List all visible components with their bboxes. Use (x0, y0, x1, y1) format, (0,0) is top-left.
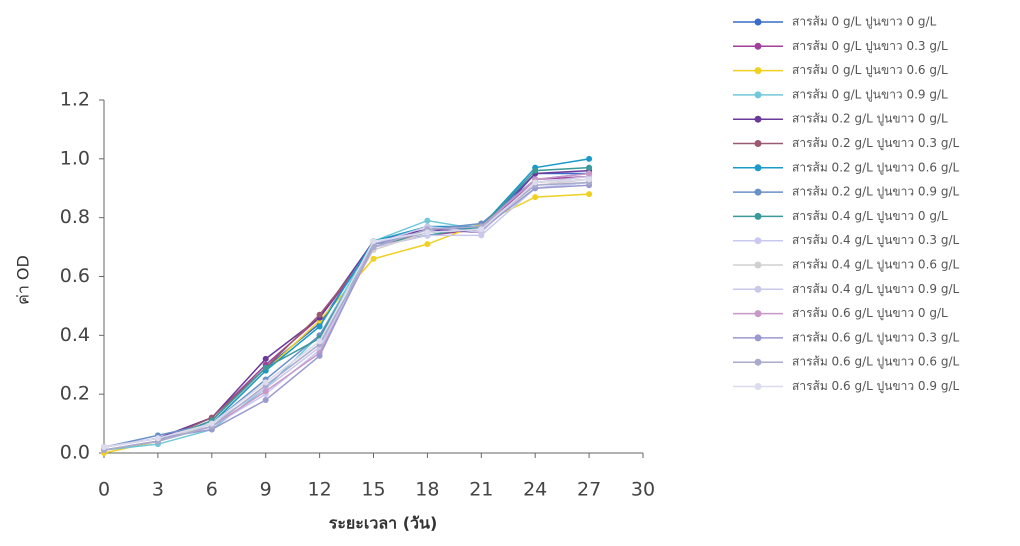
data-point (371, 238, 377, 244)
data-point (478, 226, 484, 232)
series-line (104, 194, 589, 453)
legend-marker (755, 383, 762, 390)
x-tick-label: 6 (206, 479, 218, 501)
y-tick-label: 0.0 (60, 442, 90, 464)
data-point (424, 218, 430, 224)
data-point (317, 353, 323, 359)
data-point (263, 365, 269, 371)
legend-marker (755, 237, 762, 244)
y-tick-label: 1.2 (60, 89, 90, 111)
legend-marker (755, 334, 762, 341)
series-line (104, 179, 589, 450)
data-point (263, 379, 269, 385)
data-point (586, 165, 592, 171)
data-point (424, 229, 430, 235)
data-point (317, 324, 323, 330)
data-point (263, 388, 269, 394)
series-line (104, 182, 589, 450)
data-point (586, 176, 592, 182)
x-tick-label: 0 (98, 479, 110, 501)
x-tick-label: 12 (308, 479, 332, 501)
x-tick-label: 21 (469, 479, 493, 501)
legend-marker (755, 189, 762, 196)
data-point (532, 194, 538, 200)
data-point (586, 156, 592, 162)
x-tick-label: 24 (523, 479, 547, 501)
legend-marker (755, 310, 762, 317)
legend-marker (755, 116, 762, 123)
legend-label: สารส้ม 0 g/L ปูนขาว 0.6 g/L (792, 63, 948, 78)
legend-marker (755, 19, 762, 26)
data-point (155, 435, 161, 441)
data-point (424, 241, 430, 247)
series-line (104, 171, 589, 448)
y-tick-label: 0.4 (60, 324, 90, 346)
legend-marker (755, 140, 762, 147)
data-point (317, 312, 323, 318)
legend-label: สารส้ม 0.2 g/L ปูนขาว 0.9 g/L (792, 185, 959, 200)
series-line (104, 176, 589, 447)
legend-label: สารส้ม 0 g/L ปูนขาว 0 g/L (792, 15, 937, 30)
legend-label: สารส้ม 0.2 g/L ปูนขาว 0.6 g/L (792, 160, 959, 175)
legend-label: สารส้ม 0.6 g/L ปูนขาว 0.6 g/L (792, 355, 959, 370)
series-line (104, 174, 589, 451)
data-point (532, 179, 538, 185)
series-line (104, 185, 589, 447)
legend-marker (755, 43, 762, 50)
y-axis-title: ค่า OD (14, 255, 33, 305)
series-line (104, 174, 589, 448)
data-point (371, 256, 377, 262)
x-axis-title: ระยะเวลา (วัน) (329, 514, 438, 533)
data-point (209, 421, 215, 427)
series-line (104, 168, 589, 450)
x-tick-label: 9 (260, 479, 272, 501)
series-line (104, 182, 589, 447)
legend-label: สารส้ม 0.6 g/L ปูนขาว 0.3 g/L (792, 330, 959, 345)
legend-label: สารส้ม 0.6 g/L ปูนขาว 0.9 g/L (792, 379, 959, 394)
legend-marker (755, 164, 762, 171)
legend-label: สารส้ม 0.4 g/L ปูนขาว 0.9 g/L (792, 282, 959, 297)
data-point (586, 191, 592, 197)
legend-label: สารส้ม 0 g/L ปูนขาว 0.3 g/L (792, 39, 948, 54)
series-line (104, 179, 589, 447)
legend-marker (755, 91, 762, 98)
legend-marker (755, 213, 762, 220)
legend-label: สารส้ม 0.2 g/L ปูนขาว 0 g/L (792, 112, 948, 127)
x-tick-label: 30 (631, 479, 655, 501)
x-tick-label: 3 (152, 479, 164, 501)
x-tick-label: 15 (361, 479, 385, 501)
legend-label: สารส้ม 0.4 g/L ปูนขาว 0.3 g/L (792, 233, 959, 248)
legend-marker (755, 286, 762, 293)
y-tick-label: 1.0 (60, 147, 90, 169)
legend-label: สารส้ม 0 g/L ปูนขาว 0.9 g/L (792, 87, 948, 102)
data-point (532, 168, 538, 174)
legend-marker (755, 262, 762, 269)
data-point (101, 444, 107, 450)
chart: ค่า OD ระยะเวลา (วัน) 0.0 0.2 0.4 0.6 0.8 1.0… (0, 0, 1020, 546)
y-tick-label: 0.2 (60, 383, 90, 405)
legend-label: สารส้ม 0.2 g/L ปูนขาว 0.3 g/L (792, 136, 959, 151)
x-tick-label: 18 (415, 479, 439, 501)
data-point (317, 338, 323, 344)
legend-marker (755, 67, 762, 74)
data-point (263, 397, 269, 403)
series-line (104, 182, 589, 450)
data-point (586, 171, 592, 177)
y-tick-label: 0.6 (60, 265, 90, 287)
legend-label: สารส้ม 0.6 g/L ปูนขาว 0 g/L (792, 306, 948, 321)
page: {"chart_data": {"type": "line", "xlabel"… (0, 0, 1020, 546)
legend-label: สารส้ม 0.4 g/L ปูนขาว 0 g/L (792, 209, 948, 224)
data-point (263, 356, 269, 362)
y-tick-label: 0.8 (60, 206, 90, 228)
series-line (104, 179, 589, 450)
legend-marker (755, 359, 762, 366)
x-tick-label: 27 (577, 479, 601, 501)
legend-label: สารส้ม 0.4 g/L ปูนขาว 0.6 g/L (792, 258, 959, 273)
series-line (104, 176, 589, 447)
series-line (104, 174, 589, 451)
